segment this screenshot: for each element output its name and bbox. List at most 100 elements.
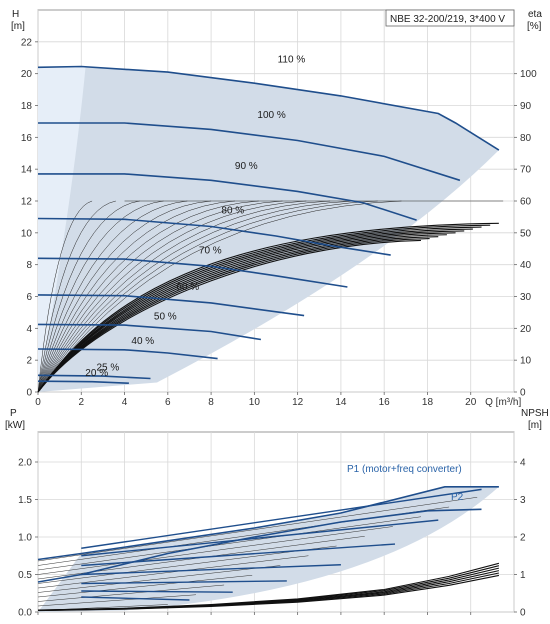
speed-curve-label: 80 % xyxy=(221,206,244,217)
system-curve xyxy=(37,200,283,393)
speed-curve-label: 40 % xyxy=(131,336,154,347)
speed-curve xyxy=(37,65,500,151)
power-speed-curve xyxy=(81,488,482,549)
top-ylabel-unit: [m] xyxy=(11,21,25,32)
top-axis-ticks: 0 2 4 6 8 10 12 14 16 18 20 Q [m³/h]024681012141618… xyxy=(21,37,537,408)
speed-curve xyxy=(38,173,417,221)
speed-curve xyxy=(37,294,305,317)
efficiency-curve xyxy=(37,222,499,393)
system-curve xyxy=(37,200,93,393)
title-box xyxy=(385,9,515,27)
bottom-y2label-npsh: NPSH xyxy=(521,408,549,419)
top-xtick-label: 18 xyxy=(422,397,434,408)
top-ytick-label: 10 xyxy=(21,228,33,239)
bottom-axis-ticks: 0.0 0.5 1.0 1.5 2.0 0 1 2 3 4 xyxy=(18,458,526,619)
system-curve xyxy=(37,200,402,393)
bottom-y2tick-label: 1 xyxy=(520,570,526,581)
top-curves: 110 % 100 % 90 % 80 % 70 % 60 % 50 % 40 % 25 %20… xyxy=(37,54,504,393)
top-ytick-label: 16 xyxy=(21,133,33,144)
npsh-curve xyxy=(37,574,500,612)
power-thin-line xyxy=(37,545,337,584)
power-speed-curve xyxy=(81,580,287,585)
top-y2tick-label: 100 xyxy=(520,69,537,80)
top-x-axis-label: Q [m³/h] xyxy=(485,397,521,408)
top-xtick-label: 0 xyxy=(35,397,41,408)
bottom-ytick-label: 1.5 xyxy=(18,495,32,506)
top-ytick-label: 6 xyxy=(26,292,32,303)
system-curve xyxy=(37,200,235,393)
top-y2tick-label: 60 xyxy=(520,197,532,208)
system-curve xyxy=(37,200,307,393)
bottom-ylabel-unit: [kW] xyxy=(5,420,25,431)
top-ytick-label: 22 xyxy=(21,37,33,48)
top-y2tick-label: 0 xyxy=(520,388,526,399)
speed-curve-label: 90 % xyxy=(235,161,258,172)
system-curve xyxy=(37,200,378,393)
power-thin-line xyxy=(37,555,309,589)
top-xtick-label: 12 xyxy=(292,397,304,408)
top-ytick-label: 8 xyxy=(26,260,32,271)
speed-curve-label: 60 % xyxy=(176,282,199,293)
top-ytick-label: 12 xyxy=(21,197,33,208)
power-thin-line xyxy=(37,526,393,575)
power-thin-line xyxy=(37,516,421,571)
system-curve xyxy=(37,200,331,393)
top-xtick-label: 8 xyxy=(208,397,214,408)
speed-curve-label: 110 % xyxy=(278,54,306,65)
top-ytick-label: 20 xyxy=(21,69,33,80)
p1-curve xyxy=(37,486,499,561)
bottom-ytick-label: 0.0 xyxy=(18,608,32,619)
bottom-ytick-label: 0.5 xyxy=(18,570,32,581)
top-y2tick-label: 90 xyxy=(520,101,532,112)
top-y2label-eta: eta xyxy=(528,9,542,20)
top-xtick-label: 16 xyxy=(379,397,391,408)
power-thin-line xyxy=(37,575,253,598)
bottom-y2tick-label: 4 xyxy=(520,458,526,469)
speed-curve-label: 50 % xyxy=(154,311,177,322)
p2-label: P2 xyxy=(451,492,464,503)
top-ytick-label: 4 xyxy=(26,324,32,335)
top-ytick-label: 18 xyxy=(21,101,33,112)
bottom-panel: 0.0 0.5 1.0 1.5 2.0 0 1 2 3 4 P [kW] NPSH [m] P1 … xyxy=(5,408,549,619)
bottom-ytick-label: 1.0 xyxy=(18,533,32,544)
power-thin-line xyxy=(37,584,225,602)
speed-curve xyxy=(38,122,461,182)
speed-curve xyxy=(37,380,129,384)
power-thin-line xyxy=(37,594,196,607)
top-y2tick-label: 50 xyxy=(520,228,532,239)
bottom-y2tick-label: 2 xyxy=(520,533,526,544)
bottom-ytick-label: 2.0 xyxy=(18,458,32,469)
power-thin-line xyxy=(37,565,281,593)
top-ytick-label: 2 xyxy=(26,356,32,367)
power-speed-curve xyxy=(81,519,439,557)
operating-region xyxy=(38,66,499,393)
bottom-y2tick-label: 3 xyxy=(520,495,526,506)
speed-curve xyxy=(37,323,262,341)
top-panel: 110 %100 %90 %80 %70 %60 %50 %40 %25 %20… xyxy=(11,9,542,408)
top-xtick-label: 2 xyxy=(78,397,84,408)
bottom-y2tick-label: 0 xyxy=(520,608,526,619)
bottom-operating-region xyxy=(38,486,499,612)
system-curve xyxy=(37,200,259,393)
top-y2tick-label: 20 xyxy=(520,324,532,335)
top-operating-region xyxy=(38,66,499,393)
p2-curve xyxy=(37,508,482,583)
top-y2tick-label: 40 xyxy=(520,260,532,271)
top-xtick-label: 4 xyxy=(122,397,128,408)
top-xtick-label: 10 xyxy=(249,397,261,408)
min-flow-band xyxy=(38,66,86,393)
speed-curve-label: 70 % xyxy=(199,245,222,256)
bottom-y2label-unit: [m] xyxy=(528,420,542,431)
top-ytick-label: 0 xyxy=(26,388,32,399)
top-y2tick-label: 70 xyxy=(520,165,532,176)
top-ytick-label: 14 xyxy=(21,165,33,176)
top-y2label-unit: [%] xyxy=(527,21,542,32)
top-xtick-label: 20 xyxy=(465,397,477,408)
speed-curve-label: 20 % xyxy=(85,368,108,379)
power-speed-curve xyxy=(81,596,190,601)
top-y2tick-label: 30 xyxy=(520,292,532,303)
speed-curve-label: 100 % xyxy=(257,110,285,121)
bottom-curves xyxy=(37,486,500,612)
efficiency-curve xyxy=(37,239,421,393)
